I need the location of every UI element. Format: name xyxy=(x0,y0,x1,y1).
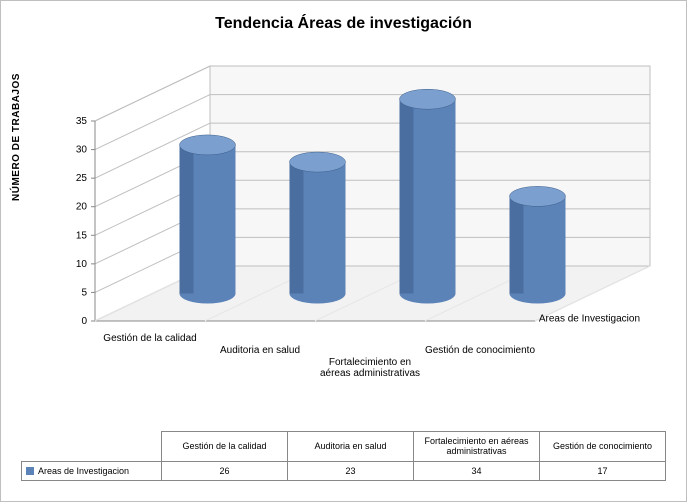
svg-text:5: 5 xyxy=(81,287,87,298)
data-table: Gestión de la calidad Auditoria en salud… xyxy=(21,431,666,481)
table-col-header: Gestión de la calidad xyxy=(162,431,288,461)
svg-text:Areas de Investigacion: Areas de Investigacion xyxy=(539,314,640,325)
svg-text:aéreas administrativas: aéreas administrativas xyxy=(320,368,420,379)
chart-title: Tendencia Áreas de investigación xyxy=(1,15,686,33)
table-col-header: Auditoria en salud xyxy=(288,431,414,461)
table-header-row: Gestión de la calidad Auditoria en salud… xyxy=(22,431,666,461)
svg-text:10: 10 xyxy=(76,259,88,270)
svg-text:Gestión de la calidad: Gestión de la calidad xyxy=(103,333,196,344)
svg-text:25: 25 xyxy=(76,173,88,184)
table-row-header: Areas de Investigacion xyxy=(22,461,162,480)
table-corner-cell xyxy=(22,431,162,461)
table-row-label: Areas de Investigacion xyxy=(38,466,129,476)
chart-plot: 0 5 10 15 20 25 30 35 Gestión de la calidad Audit… xyxy=(35,56,655,396)
svg-text:30: 30 xyxy=(76,145,88,156)
svg-text:Fortalecimiento en: Fortalecimiento en xyxy=(329,357,411,368)
table-cell: 34 xyxy=(414,461,540,480)
legend-swatch xyxy=(26,467,34,475)
table-cell: 26 xyxy=(162,461,288,480)
table-col-header: Gestión de conocimiento xyxy=(540,431,666,461)
svg-text:Auditoria en salud: Auditoria en salud xyxy=(220,345,300,356)
table-row: Areas de Investigacion 26 23 34 17 xyxy=(22,461,666,480)
y-axis-label: NÚMERO DE TRABAJOS xyxy=(11,73,22,201)
chart-frame: Tendencia Áreas de investigación NÚMERO … xyxy=(0,0,687,502)
svg-text:0: 0 xyxy=(81,316,87,327)
svg-text:35: 35 xyxy=(76,116,88,127)
table-cell: 23 xyxy=(288,461,414,480)
svg-text:15: 15 xyxy=(76,230,88,241)
svg-text:20: 20 xyxy=(76,202,88,213)
table-cell: 17 xyxy=(540,461,666,480)
svg-text:Gestión de conocimiento: Gestión de conocimiento xyxy=(425,345,536,356)
table-col-header: Fortalecimiento en aéreas administrativa… xyxy=(414,431,540,461)
chart-svg: 0 5 10 15 20 25 30 35 Gestión de la calidad Audit… xyxy=(35,56,655,396)
